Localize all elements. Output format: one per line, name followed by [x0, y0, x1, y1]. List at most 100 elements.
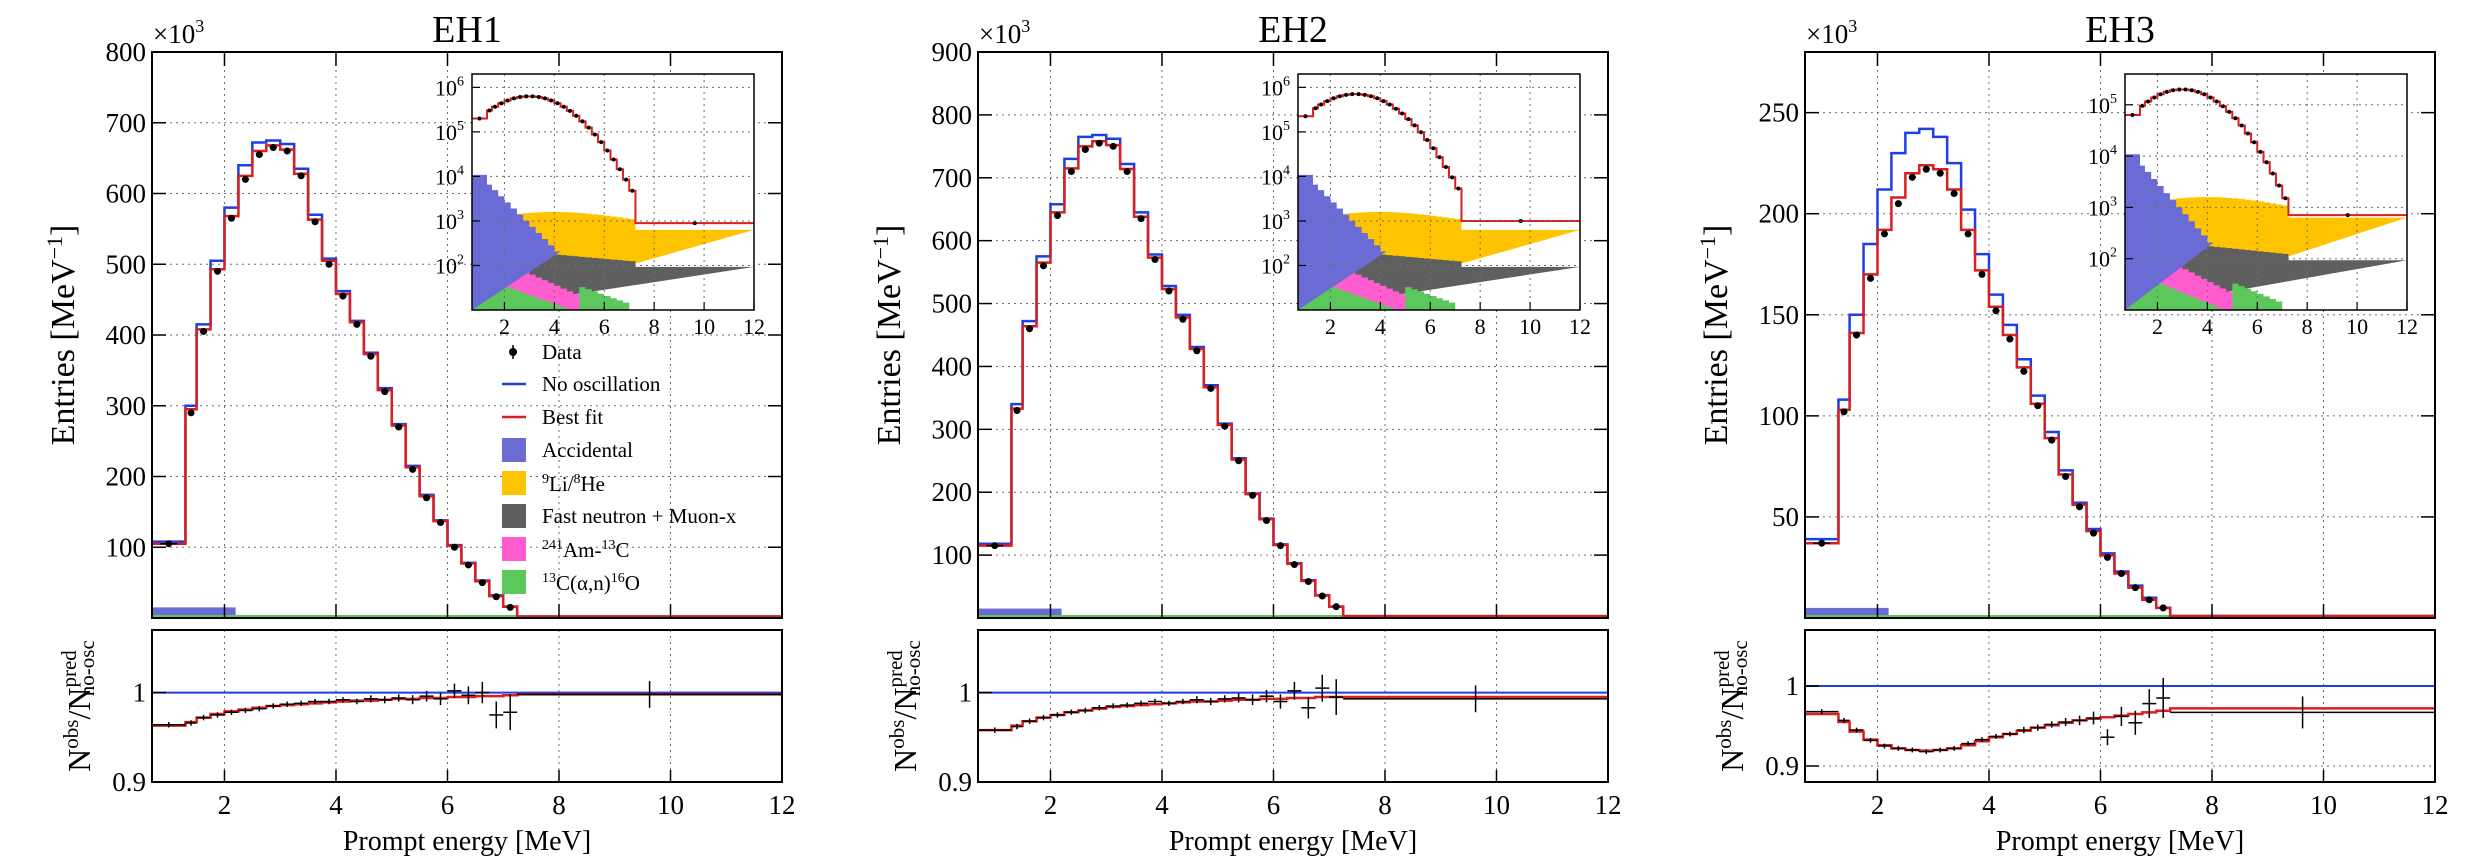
data-point: [2062, 473, 2070, 480]
ratio-label-n2: N: [61, 688, 97, 711]
ratio-y-tick-label: 0.9: [938, 767, 972, 797]
inset-data-point: [1375, 96, 1380, 101]
inset-y-tick-base: 10: [1261, 164, 1283, 189]
inset-y-tick-exp: 2: [2110, 246, 2117, 261]
data-point: [991, 542, 999, 550]
inset-x-tick-label: 8: [649, 314, 660, 339]
inset-y-tick-base: 10: [2088, 195, 2110, 220]
x-tick-label: 2: [1044, 790, 1058, 820]
data-point: [1165, 287, 1173, 295]
y-tick-label: 100: [932, 540, 973, 570]
inset-data-point: [2164, 89, 2169, 94]
data-point: [1207, 384, 1215, 392]
inset-x-tick-label: 6: [1425, 314, 1436, 339]
inset-data-point: [574, 113, 579, 118]
data-point: [1318, 592, 1326, 600]
inset-data-point: [1350, 92, 1355, 97]
data-point: [1867, 274, 1875, 282]
inset-y-tick-exp: 4: [457, 163, 464, 178]
inset-y-tick-label: 103: [435, 208, 464, 234]
data-point: [492, 593, 500, 601]
data-point: [381, 388, 389, 396]
inset-data-point: [2171, 88, 2176, 93]
inset-data-point: [2158, 92, 2163, 97]
inset-x-tick-label: 12: [1569, 314, 1591, 339]
inset-data-point: [630, 188, 635, 193]
x-tick-label: 2: [218, 790, 232, 820]
y-axis-label-exp: −1: [868, 236, 893, 259]
ratio-best-fit: [978, 695, 1608, 732]
data-point: [165, 540, 173, 548]
inset-data-point: [1319, 102, 1324, 107]
data-point: [2090, 529, 2098, 537]
y-axis-label-close: ]: [1698, 225, 1735, 236]
inset-y-tick-exp: 6: [457, 74, 464, 89]
x-tick-label: 12: [769, 790, 796, 820]
inset-data-point: [1393, 106, 1398, 111]
ratio-frame: [977, 629, 1609, 783]
inset-y-tick-base: 10: [1261, 209, 1283, 234]
inset-data-point: [2239, 123, 2244, 128]
inset-data-point: [2152, 95, 2157, 100]
y-axis-label-exp: −1: [42, 236, 67, 259]
data-point: [464, 561, 472, 569]
ratio-label-n1: N: [1714, 749, 1750, 772]
ratio-label-obs: obs: [1712, 720, 1736, 749]
y-axis-label-close: ]: [871, 225, 908, 236]
data-point: [2117, 570, 2125, 578]
inset-data-point: [617, 167, 622, 172]
inset-data-point: [561, 104, 566, 109]
ratio-frame: [1804, 629, 2436, 783]
inset-x-tick-label: 12: [2396, 314, 2418, 339]
inset-y-tick-label: 104: [1261, 163, 1290, 189]
inset-data-point: [2177, 87, 2182, 92]
inset-data-point: [1362, 92, 1367, 97]
data-point: [2131, 584, 2139, 592]
inset-accidental: [2125, 154, 2214, 310]
inset-y-tick-label: 105: [2088, 92, 2117, 118]
data-point: [506, 603, 514, 611]
inset-y-tick-exp: 3: [2110, 194, 2117, 209]
inset-y-tick-base: 10: [2088, 93, 2110, 118]
y-tick-label: 700: [932, 163, 973, 193]
panel-title: EH3: [2085, 9, 2155, 51]
inset-x-tick-label: 6: [2252, 314, 2263, 339]
inset-y-tick-label: 104: [435, 163, 464, 189]
data-point: [1880, 230, 1888, 238]
inset-frame: [1297, 73, 1581, 311]
y-axis-label-main: Entries [MeV: [1698, 259, 1735, 445]
x-tick-label: 8: [552, 790, 566, 820]
ratio-label-slash: /: [887, 711, 923, 720]
inset-y-tick-base: 10: [435, 164, 457, 189]
ratio-y-tick-label: 1: [133, 678, 147, 708]
legend-no-osc: No oscillation: [502, 372, 661, 396]
data-point: [339, 292, 347, 300]
data-point: [1081, 145, 1089, 153]
inset-y-tick-exp: 4: [2110, 143, 2117, 158]
x-tick-label: 6: [441, 790, 455, 820]
inset-x-tick-label: 10: [1519, 314, 1541, 339]
inset-data-point: [1418, 130, 1423, 135]
inset-y-tick-base: 10: [435, 75, 457, 100]
multiplier-base: ×10: [979, 19, 1021, 49]
legend: Data No oscillation Best fit Accidental …: [502, 340, 737, 595]
y-tick-label: 200: [106, 462, 147, 492]
data-point: [353, 320, 361, 328]
ratio-label-no-osc: no-osc: [75, 640, 99, 696]
data-point: [1992, 307, 2000, 315]
x-tick-label: 6: [1267, 790, 1281, 820]
legend-accidental-label: Accidental: [542, 438, 633, 462]
inset-data-point: [592, 132, 597, 137]
inset-y-tick-exp: 2: [457, 252, 464, 267]
inset-x-tick-label: 12: [743, 314, 765, 339]
data-point: [1040, 262, 1048, 270]
data-point: [227, 214, 235, 222]
y-tick-label: 200: [932, 477, 973, 507]
x-tick-label: 4: [329, 790, 343, 820]
x-tick-label: 12: [2422, 790, 2449, 820]
y-tick-label: 300: [106, 391, 147, 421]
inset-y-tick-label: 106: [435, 74, 464, 100]
ratio-label-slash: /: [1714, 711, 1750, 720]
ratio-label-no-osc: no-osc: [1728, 640, 1752, 696]
